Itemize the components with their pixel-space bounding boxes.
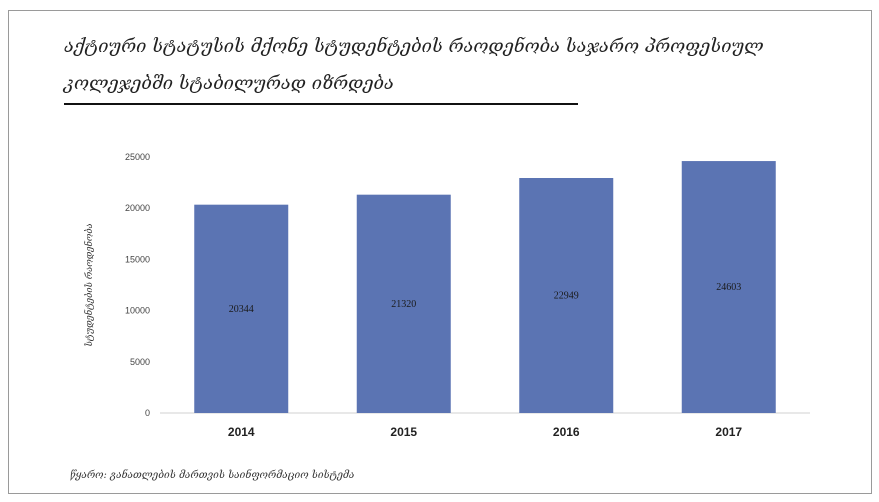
y-axis-label: სტუდენტების რაოდენობა bbox=[83, 223, 95, 346]
bar-2016 bbox=[519, 178, 614, 413]
x-tick-label-2017: 2017 bbox=[715, 425, 742, 439]
source-note: წყარო: განათლების მართვის საინფორმაციო ს… bbox=[70, 470, 355, 481]
data-label-2015: 21320 bbox=[391, 299, 416, 310]
chart-title: აქტიური სტატუსის მქონე სტუდენტების რაოდე… bbox=[64, 36, 764, 94]
y-tick-label: 10000 bbox=[125, 306, 150, 316]
y-tick-label: 5000 bbox=[130, 357, 150, 367]
y-tick-label: 0 bbox=[145, 408, 150, 418]
x-tick-label-2014: 2014 bbox=[228, 425, 255, 439]
x-tick-label-2015: 2015 bbox=[390, 425, 417, 439]
y-tick-label: 15000 bbox=[125, 254, 150, 264]
y-tick-label: 20000 bbox=[125, 203, 150, 213]
data-label-2017: 24603 bbox=[716, 282, 741, 293]
y-tick-label: 25000 bbox=[125, 152, 150, 162]
title-underline bbox=[64, 103, 578, 105]
data-label-2016: 22949 bbox=[554, 291, 579, 302]
bar-2014 bbox=[194, 204, 289, 413]
data-label-2014: 20344 bbox=[229, 304, 254, 315]
bar-2015 bbox=[356, 194, 451, 413]
x-tick-label-2016: 2016 bbox=[553, 425, 580, 439]
bar-2017 bbox=[681, 161, 776, 413]
